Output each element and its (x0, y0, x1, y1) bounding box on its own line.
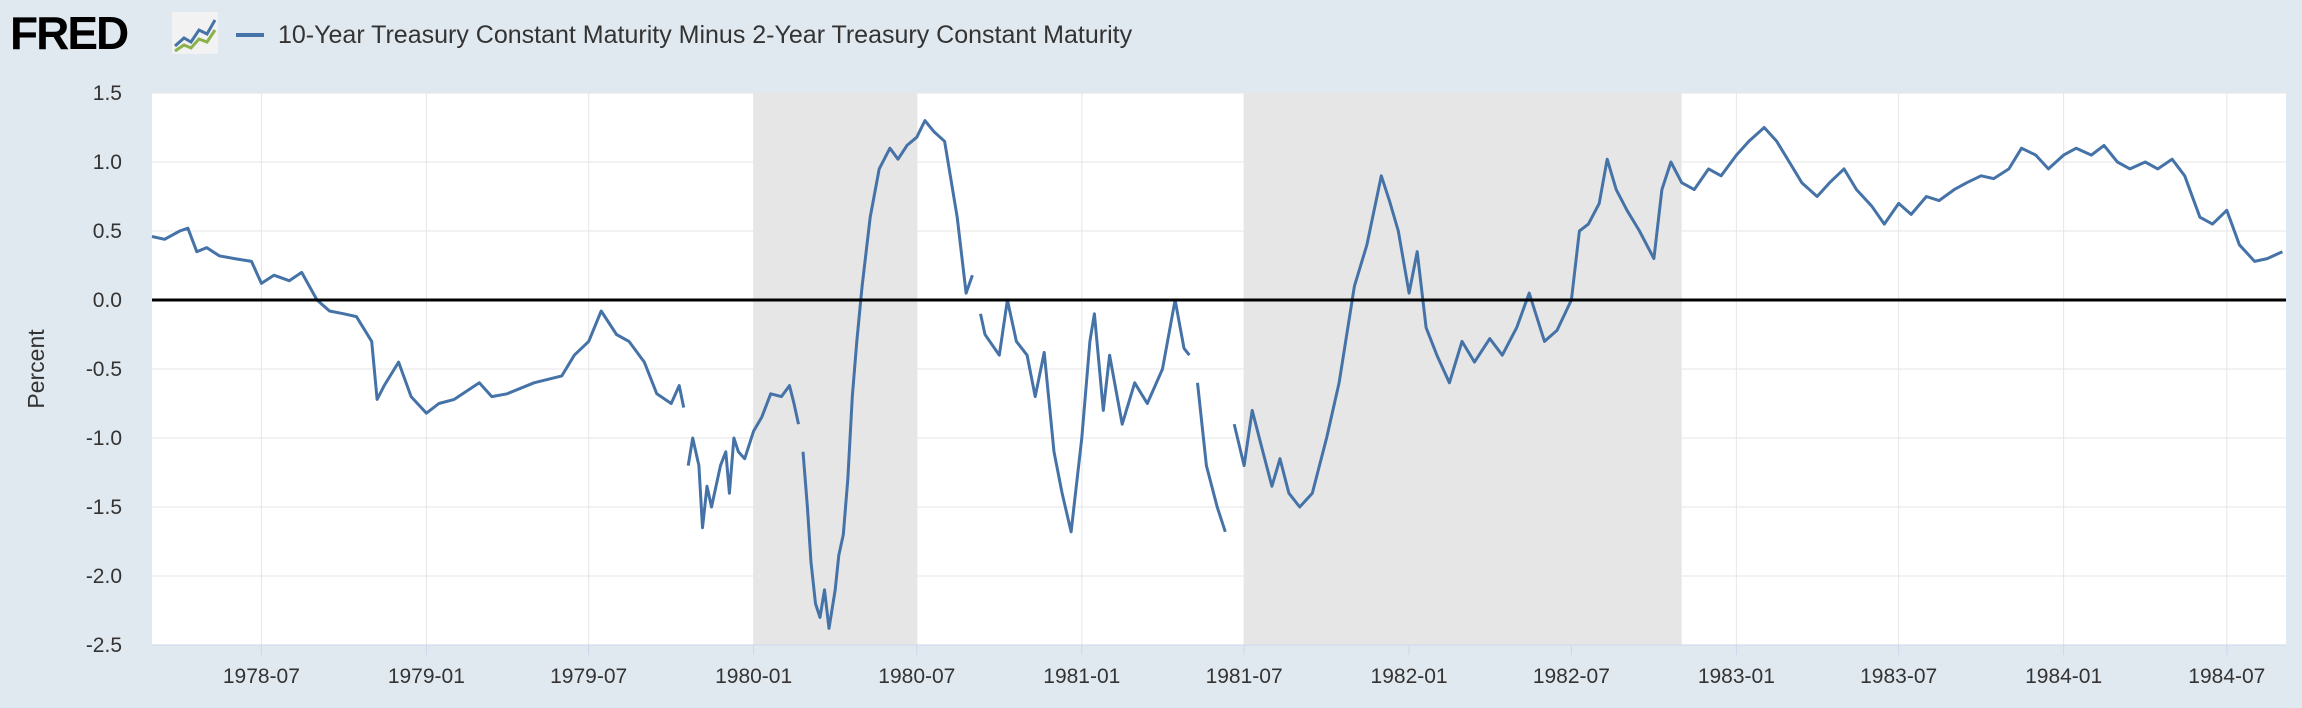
x-tick-label: 1982-01 (1371, 665, 1448, 688)
y-tick-label: -1.0 (86, 427, 122, 450)
series-line-segment-1 (686, 384, 800, 530)
y-tick-label: -1.5 (86, 496, 122, 519)
x-tick-label: 1980-01 (715, 665, 792, 688)
x-tick-label: 1984-01 (2025, 665, 2102, 688)
y-tick-label: 1.5 (93, 82, 122, 105)
x-tick-label: 1984-07 (2188, 665, 2265, 688)
y-tick-label: 0.5 (93, 220, 122, 243)
legend-series-label: 10-Year Treasury Constant Maturity Minus… (278, 21, 1133, 49)
chart-header: FRED 10-Year Treasury Constant Maturity … (0, 0, 2302, 70)
y-tick-label: 0.0 (93, 289, 122, 312)
y-tick-label: -0.5 (86, 358, 122, 381)
axes: 1.5 1.0 0.5 0.0 -0.5 -1.0 -1.5 -2.0 -2.5 1978-07 1… (86, 82, 2286, 688)
x-tick-label: 1979-01 (388, 665, 465, 688)
x-tick-label: 1983-07 (1860, 665, 1937, 688)
series-line-segment-0 (151, 226, 686, 415)
series-lines (151, 119, 2284, 630)
x-tick-label: 1979-07 (550, 665, 627, 688)
x-tick-label: 1981-01 (1043, 665, 1120, 688)
x-tick-label: 1980-07 (878, 665, 955, 688)
x-tick-label: 1982-07 (1533, 665, 1610, 688)
y-tick-label: -2.5 (86, 634, 122, 657)
x-tick-label: 1981-07 (1206, 665, 1283, 688)
y-axis-title: Percent (23, 329, 49, 409)
series-line-segment-4 (1196, 382, 1227, 533)
x-tick-label: 1983-01 (1698, 665, 1775, 688)
fred-logo[interactable]: FRED (10, 7, 129, 59)
series-line-segment-3 (979, 298, 1191, 534)
y-tick-label: -2.0 (86, 565, 122, 588)
fred-line-chart-icon (172, 12, 218, 54)
series-line-segment-5 (1232, 126, 2284, 509)
legend-series-swatch (236, 33, 264, 37)
y-tick-label: 1.0 (93, 151, 122, 174)
x-tick-label: 1978-07 (223, 665, 300, 688)
series-line-segment-2 (801, 119, 974, 630)
